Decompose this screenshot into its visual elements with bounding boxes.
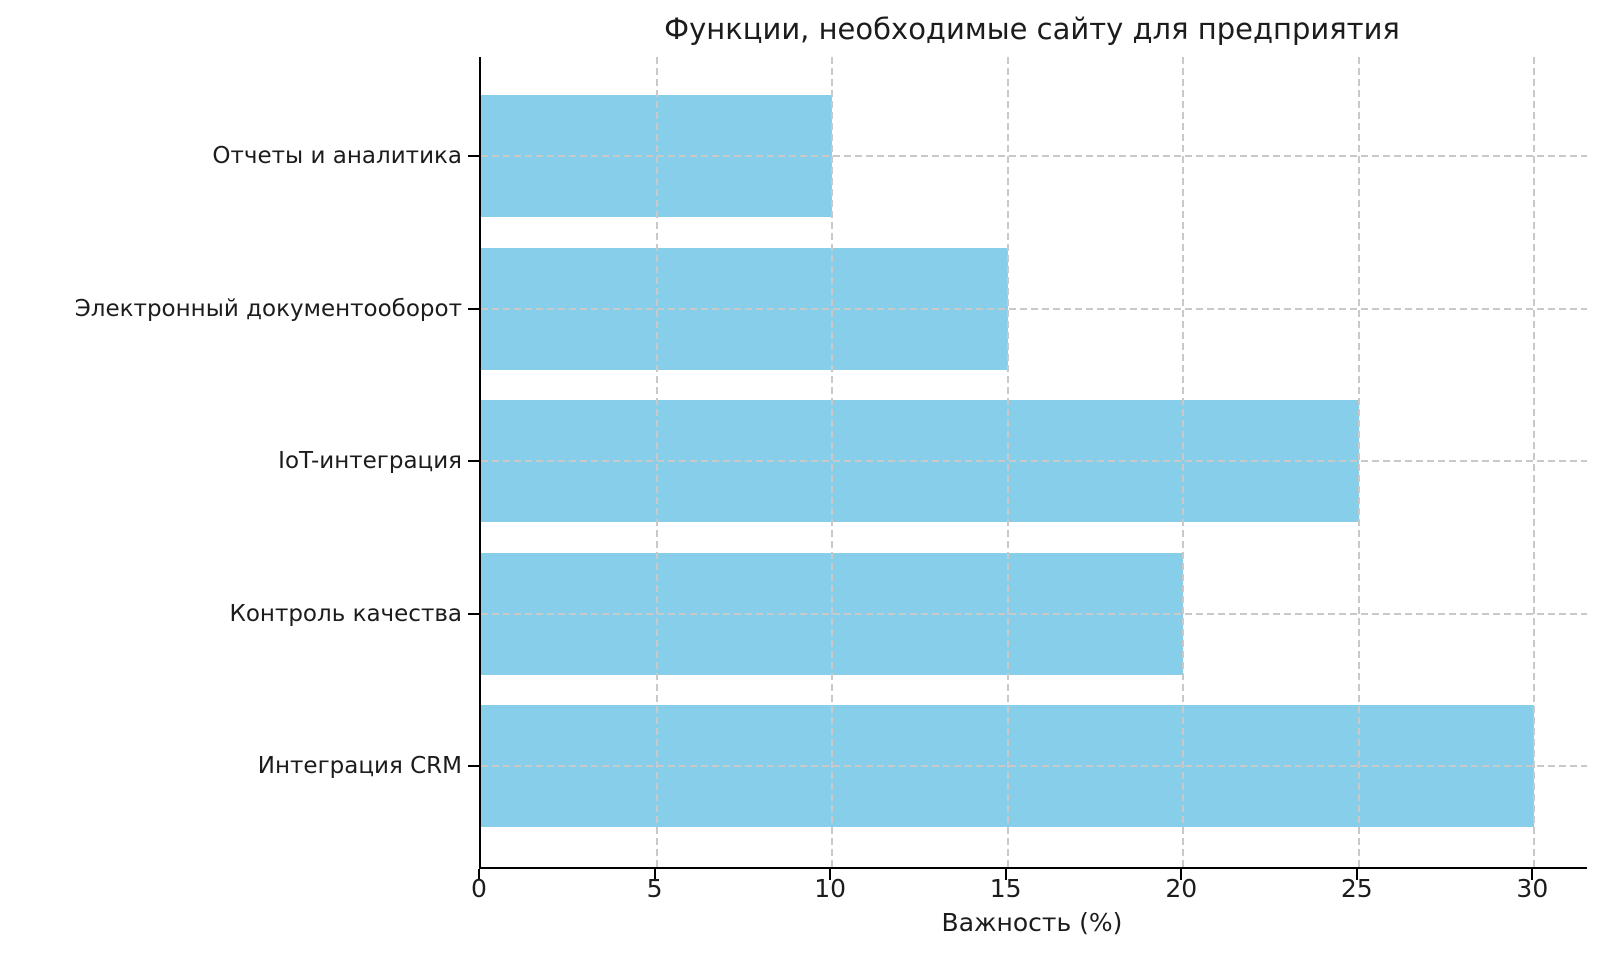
v-gridline-25 [1357, 57, 1360, 867]
y-tick-mark-4 [468, 765, 479, 767]
y-tick-label-4: Интеграция CRM [257, 753, 462, 779]
v-gridline-5 [655, 57, 658, 867]
x-axis-label: Важность (%) [941, 908, 1123, 937]
h-gridline-1 [481, 307, 1587, 310]
y-tick-label-1: Электронный документооборот [74, 295, 462, 322]
x-tick-mark-25 [1355, 869, 1358, 880]
y-tick-mark-1 [468, 307, 479, 310]
y-tick-label-2: IoT-интеграция [278, 448, 462, 474]
x-tick-label-30: 30 [1516, 874, 1549, 903]
x-tick-mark-30 [1531, 869, 1534, 880]
x-tick-label-20: 20 [1165, 874, 1198, 903]
y-tick-mark-2 [468, 460, 479, 462]
x-tick-label-25: 25 [1340, 874, 1373, 903]
x-tick-label-10: 10 [814, 874, 847, 903]
h-gridline-3 [481, 612, 1587, 615]
x-tick-label-15: 15 [989, 874, 1022, 903]
x-tick-mark-10 [829, 869, 832, 880]
y-tick-mark-0 [468, 155, 479, 157]
x-tick-mark-15 [1004, 869, 1007, 880]
v-gridline-15 [1006, 57, 1009, 867]
chart-title: Функции, необходимые сайту для предприят… [664, 12, 1400, 46]
x-tick-mark-0 [478, 869, 480, 880]
h-gridline-4 [481, 765, 1587, 767]
x-tick-label-0: 0 [471, 874, 487, 903]
v-gridline-30 [1533, 57, 1536, 867]
y-tick-mark-3 [468, 612, 479, 615]
x-tick-mark-5 [653, 869, 656, 880]
v-gridline-20 [1182, 57, 1185, 867]
y-tick-label-0: Отчеты и аналитика [212, 143, 462, 169]
x-tick-mark-20 [1180, 869, 1183, 880]
v-gridline-10 [831, 57, 834, 867]
y-tick-label-3: Контроль качества [229, 600, 463, 627]
h-gridline-2 [481, 460, 1587, 462]
plot-area [479, 57, 1587, 869]
x-tick-label-5: 5 [646, 874, 663, 903]
h-gridline-0 [481, 155, 1587, 157]
